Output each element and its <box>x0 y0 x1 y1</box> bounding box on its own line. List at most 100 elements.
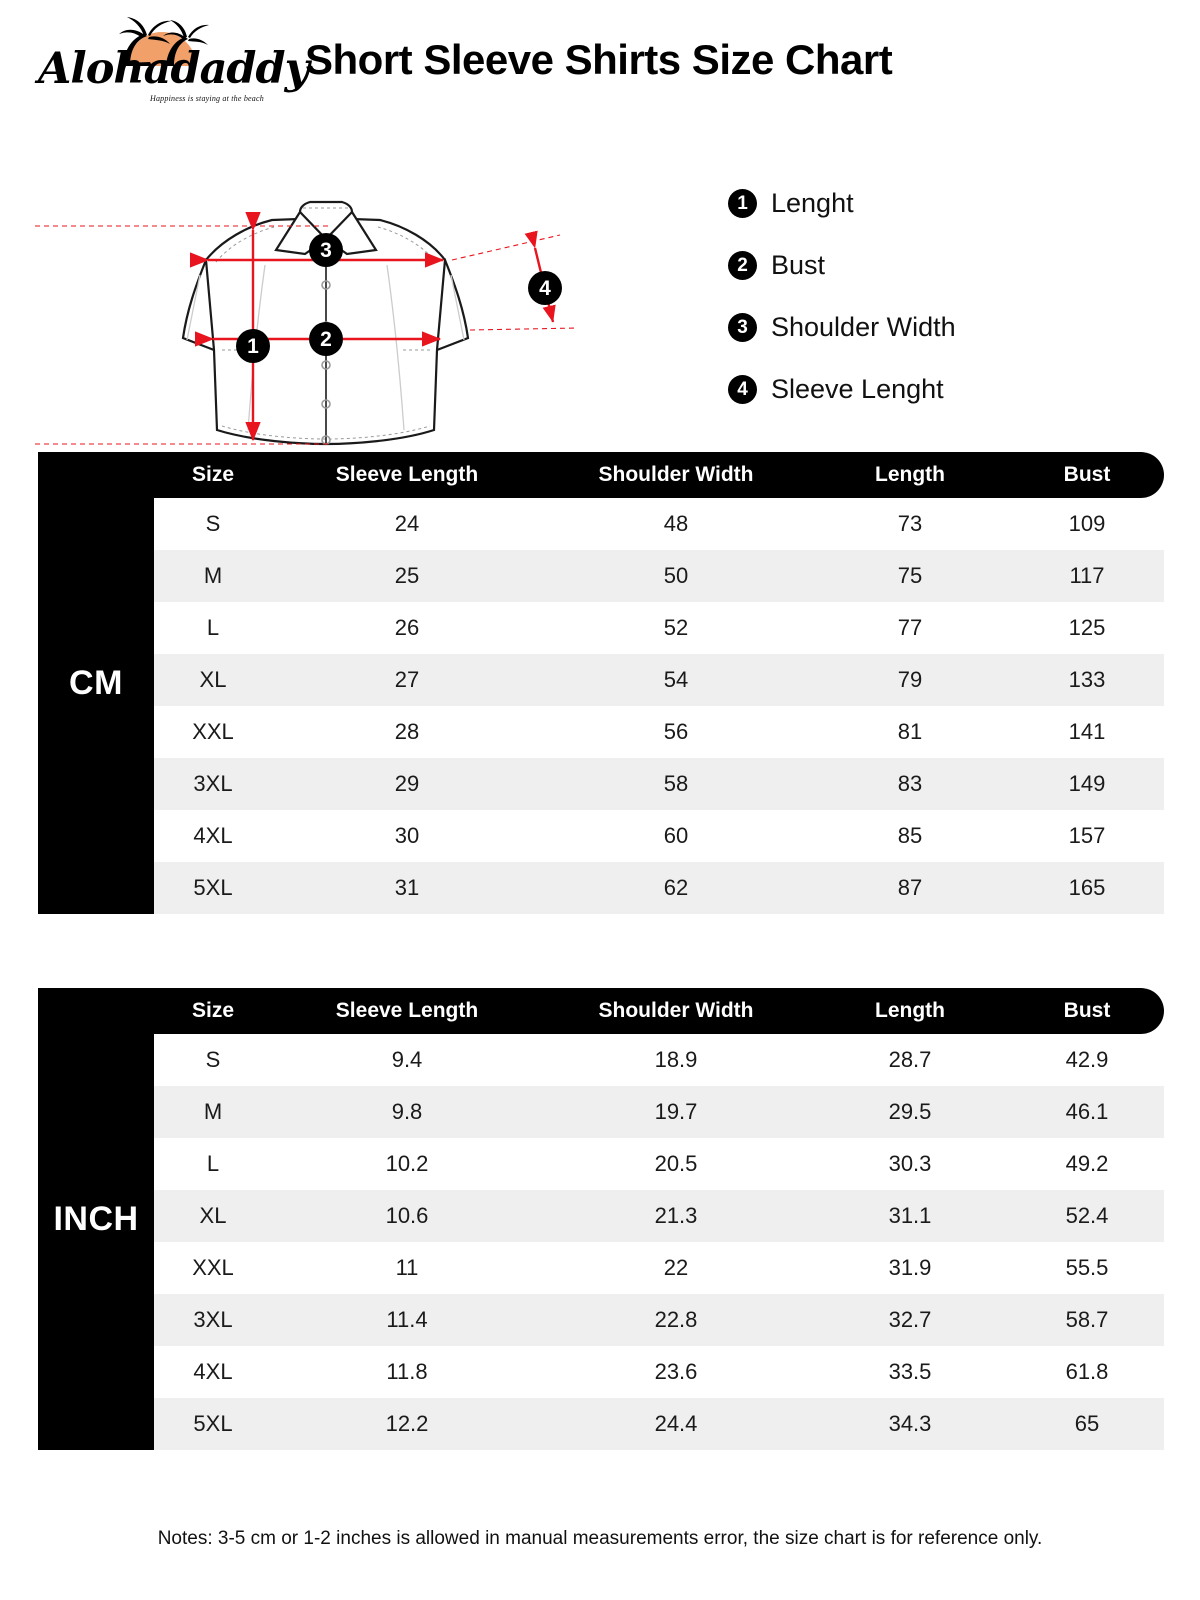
cell-sleeve-length: 11.8 <box>272 1346 542 1398</box>
cell-shoulder-width: 22.8 <box>542 1294 810 1346</box>
cm-header-shoulder-width: Shoulder Width <box>542 452 810 498</box>
cell-sleeve-length: 27 <box>272 654 542 706</box>
marker-2: 2 <box>309 322 343 356</box>
svg-text:1: 1 <box>247 335 259 358</box>
legend-bullet-2: 2 <box>728 250 757 280</box>
table-row: XXL 11 22 31.9 55.5 <box>38 1242 1164 1294</box>
cell-sleeve-length: 26 <box>272 602 542 654</box>
cell-length: 87 <box>810 862 1010 914</box>
cell-length: 31.9 <box>810 1242 1010 1294</box>
table-row: 5XL 12.2 24.4 34.3 65 <box>38 1398 1164 1450</box>
cell-bust: 125 <box>1010 602 1164 654</box>
cell-bust: 58.7 <box>1010 1294 1164 1346</box>
legend-bullet-3: 3 <box>728 312 757 342</box>
table-row: 4XL 30 60 85 157 <box>38 810 1164 862</box>
inch-header-length: Length <box>810 988 1010 1034</box>
cell-size: M <box>154 550 272 602</box>
cell-shoulder-width: 23.6 <box>542 1346 810 1398</box>
cell-size: XL <box>154 654 272 706</box>
cell-size: L <box>154 1138 272 1190</box>
unit-label-cm: CM <box>38 452 154 914</box>
marker-1: 1 <box>236 329 270 363</box>
brand-name: Alohadaddy <box>38 44 310 94</box>
cell-sleeve-length: 9.4 <box>272 1034 542 1086</box>
cell-sleeve-length: 24 <box>272 498 542 550</box>
table-row: M 9.8 19.7 29.5 46.1 <box>38 1086 1164 1138</box>
cell-bust: 149 <box>1010 758 1164 810</box>
cell-shoulder-width: 56 <box>542 706 810 758</box>
table-row: 4XL 11.8 23.6 33.5 61.8 <box>38 1346 1164 1398</box>
cell-bust: 109 <box>1010 498 1164 550</box>
cell-size: XXL <box>154 706 272 758</box>
cell-size: L <box>154 602 272 654</box>
table-row: 5XL 31 62 87 165 <box>38 862 1164 914</box>
cell-size: 3XL <box>154 1294 272 1346</box>
cell-shoulder-width: 24.4 <box>542 1398 810 1450</box>
table-row: S 9.4 18.9 28.7 42.9 <box>38 1034 1164 1086</box>
cell-shoulder-width: 22 <box>542 1242 810 1294</box>
cell-length: 81 <box>810 706 1010 758</box>
page-title: Short Sleeve Shirts Size Chart <box>305 36 893 83</box>
cell-length: 34.3 <box>810 1398 1010 1450</box>
inch-header-row: Size Sleeve Length Shoulder Width Length… <box>38 988 1164 1034</box>
table-row: XL 27 54 79 133 <box>38 654 1164 706</box>
legend-label-2: Bust <box>771 249 826 280</box>
cell-sleeve-length: 11 <box>272 1242 542 1294</box>
table-row: L 26 52 77 125 <box>38 602 1164 654</box>
unit-text-cm: CM <box>69 663 123 702</box>
cell-sleeve-length: 9.8 <box>272 1086 542 1138</box>
cm-table-body: S 24 48 73 109 M 25 50 75 117 L <box>38 498 1164 914</box>
cell-shoulder-width: 20.5 <box>542 1138 810 1190</box>
cell-length: 83 <box>810 758 1010 810</box>
cell-sleeve-length: 25 <box>272 550 542 602</box>
cell-size: XL <box>154 1190 272 1242</box>
cell-size: 5XL <box>154 862 272 914</box>
legend-bullet-1: 1 <box>728 188 757 218</box>
cell-shoulder-width: 60 <box>542 810 810 862</box>
inch-header-size: Size <box>154 988 272 1034</box>
cell-shoulder-width: 18.9 <box>542 1034 810 1086</box>
table-row: S 24 48 73 109 <box>38 498 1164 550</box>
svg-text:4: 4 <box>539 277 551 300</box>
cell-size: 3XL <box>154 758 272 810</box>
cell-length: 79 <box>810 654 1010 706</box>
cell-shoulder-width: 48 <box>542 498 810 550</box>
cell-length: 77 <box>810 602 1010 654</box>
cm-header-length: Length <box>810 452 1010 498</box>
cell-size: 5XL <box>154 1398 272 1450</box>
unit-label-inch: INCH <box>38 988 154 1450</box>
cell-length: 32.7 <box>810 1294 1010 1346</box>
inch-table-body: S 9.4 18.9 28.7 42.9 M 9.8 19.7 29.5 46.… <box>38 1034 1164 1450</box>
cell-length: 73 <box>810 498 1010 550</box>
cell-length: 85 <box>810 810 1010 862</box>
inch-header-shoulder-width: Shoulder Width <box>542 988 810 1034</box>
table-row: 3XL 11.4 22.8 32.7 58.7 <box>38 1294 1164 1346</box>
cell-shoulder-width: 58 <box>542 758 810 810</box>
cell-sleeve-length: 11.4 <box>272 1294 542 1346</box>
svg-text:3: 3 <box>320 239 332 262</box>
cell-shoulder-width: 54 <box>542 654 810 706</box>
cell-bust: 117 <box>1010 550 1164 602</box>
cell-bust: 49.2 <box>1010 1138 1164 1190</box>
inch-header-bust: Bust <box>1010 988 1164 1034</box>
cell-bust: 157 <box>1010 810 1164 862</box>
legend-item-sleeve-length: 4 Sleeve Lenght <box>728 358 1168 420</box>
cell-sleeve-length: 12.2 <box>272 1398 542 1450</box>
cell-bust: 141 <box>1010 706 1164 758</box>
cell-sleeve-length: 31 <box>272 862 542 914</box>
cell-length: 31.1 <box>810 1190 1010 1242</box>
legend-label-1: Lenght <box>771 187 854 218</box>
table-row: L 10.2 20.5 30.3 49.2 <box>38 1138 1164 1190</box>
unit-text-inch: INCH <box>53 1199 139 1238</box>
cm-header-bust: Bust <box>1010 452 1164 498</box>
marker-3: 3 <box>309 233 343 267</box>
cell-sleeve-length: 28 <box>272 706 542 758</box>
cell-sleeve-length: 10.2 <box>272 1138 542 1190</box>
legend-label-3: Shoulder Width <box>771 311 956 342</box>
legend-bullet-4: 4 <box>728 374 757 404</box>
cell-size: 4XL <box>154 1346 272 1398</box>
cell-size: M <box>154 1086 272 1138</box>
table-row: XXL 28 56 81 141 <box>38 706 1164 758</box>
cell-length: 30.3 <box>810 1138 1010 1190</box>
